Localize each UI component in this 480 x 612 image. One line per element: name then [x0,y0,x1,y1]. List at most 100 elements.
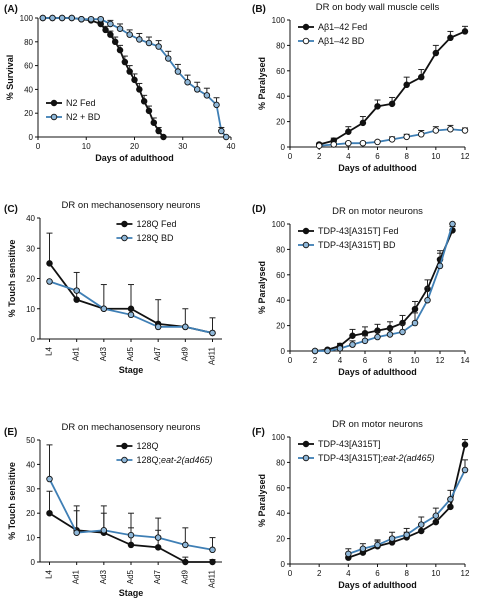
x-tick-label: 0 [288,569,293,578]
x-tick-label: Ad5 [126,346,135,361]
x-tick-label: 2 [317,569,322,578]
x-tick-label: L4 [45,346,54,355]
data-point [209,546,216,554]
y-tick-label: 0 [31,335,36,344]
y-tick-label: 20 [26,509,35,518]
series-2 [345,459,469,558]
chart-title: DR on motor neurons [332,419,423,430]
x-tick-label: 10 [82,142,91,151]
chart-title: DR on mechanosensory neurons [62,200,201,211]
y-tick-label: 60 [24,62,33,71]
data-point [213,101,220,109]
legend-marker [121,442,128,450]
data-point [432,49,440,57]
legend-label: TDP-43[A315T] Fed [318,226,399,236]
data-point [97,15,104,23]
y-tick-label: 0 [31,558,36,567]
y-tick-label: 100 [20,14,34,23]
data-point [116,25,124,32]
y-tick-label: 0 [281,143,286,152]
x-axis-label: Days of adulthood [338,163,417,173]
x-tick-label: 6 [375,152,380,161]
series-1 [46,232,216,337]
legend-entry: 128Q;eat-2(ad465) [116,455,213,465]
data-point [127,541,135,549]
x-tick-label: 0 [288,356,293,365]
x-tick-label: 8 [388,356,393,365]
legend-entry: 128Q [116,441,158,451]
legend-entry: Aβ1–42 BD [298,36,365,46]
data-point [418,73,425,81]
x-tick-label: Ad11 [207,346,216,365]
x-tick-label: 0 [36,142,41,151]
data-point [345,139,352,147]
data-point [154,544,162,551]
chart-title: DR on body wall muscle cells [316,2,440,13]
x-axis-label: Stage [119,588,144,598]
y-tick-label: 100 [272,16,286,25]
y-tick-label: 10 [26,305,35,314]
x-tick-label: 8 [404,152,409,161]
series-2 [315,124,469,149]
data-point [126,68,133,75]
x-tick-label: Ad3 [99,346,108,361]
data-point [100,305,108,313]
y-tick-label: 40 [26,214,35,223]
x-axis-label: Days of adulthood [338,580,417,590]
legend-entry: TDP-43[A315T] BD [298,240,396,250]
x-axis-label: Days of adulthood [338,367,417,377]
data-point [145,39,153,47]
legend-marker [302,241,310,249]
x-tick-label: 4 [346,152,351,161]
x-tick-label: Ad9 [180,346,189,361]
data-point [349,341,356,348]
x-tick-label: 14 [461,356,470,365]
data-point [218,127,225,135]
data-point [78,15,85,23]
data-point [136,36,143,43]
x-tick-label: 6 [363,356,368,365]
data-point [102,26,109,34]
data-point [388,535,396,542]
data-point [193,86,201,93]
data-point [411,319,419,327]
data-point [111,38,119,46]
data-point [154,323,162,331]
legend-marker [302,23,310,31]
data-point [46,278,53,285]
y-tick-label: 20 [276,535,285,544]
x-tick-label: Ad11 [207,569,216,588]
data-point [203,92,211,99]
legend-marker [50,113,58,121]
data-point [49,14,56,22]
x-tick-label: 10 [411,356,420,365]
data-point [140,98,148,105]
data-point [374,138,381,146]
data-point [403,81,410,89]
legend-label: Aβ1–42 BD [318,36,365,46]
data-point [388,100,396,108]
series-2 [46,278,216,337]
x-tick-label: 6 [375,569,380,578]
data-point [73,529,80,536]
legend-label: 128Q BD [136,233,174,243]
legend-marker [121,220,128,228]
panel-letter: (F) [252,427,265,438]
legend-label: 128Q [136,441,158,451]
x-tick-label: Ad1 [72,346,81,361]
series-2 [46,444,216,554]
data-point [403,133,410,141]
y-tick-label: 80 [276,41,285,50]
legend-entry: TDP-43[A315T] [298,439,381,449]
data-point [182,323,189,331]
data-point [184,79,191,86]
data-point [46,475,53,483]
y-axis-label: % Paralysed [257,57,267,110]
data-point [447,34,454,42]
data-point [46,509,53,517]
y-tick-label: 40 [26,460,35,469]
panel-letter: (D) [252,204,266,215]
data-point [68,14,76,22]
legend-label: 128Q;eat-2(ad465) [136,455,212,465]
x-axis-label: Stage [119,365,144,375]
